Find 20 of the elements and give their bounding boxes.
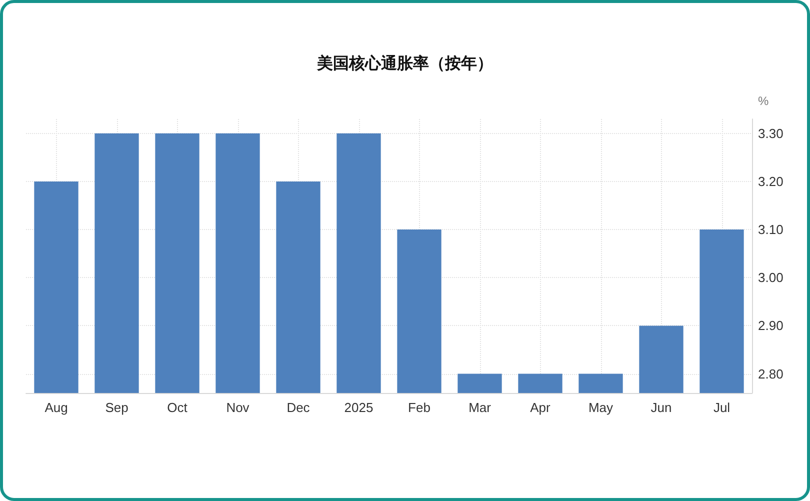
x-tick-label: May <box>588 400 614 415</box>
x-tick-label: Jun <box>650 400 672 415</box>
chart-title: 美国核心通胀率（按年） <box>316 54 493 72</box>
x-tick-label: Nov <box>226 400 250 415</box>
x-tick-label: Jul <box>713 400 730 415</box>
y-axis-title: % <box>758 94 769 108</box>
y-tick-label: 3.20 <box>758 174 784 189</box>
x-tick-label: 2025 <box>344 400 374 415</box>
y-tick-label: 2.80 <box>758 366 784 382</box>
y-tick-label: 3.00 <box>758 270 784 286</box>
x-tick-label: Aug <box>44 400 68 415</box>
y-tick-label: 2.90 <box>758 318 784 334</box>
y-tick-label: 3.30 <box>758 126 784 141</box>
x-tick-label: Sep <box>105 400 128 415</box>
x-tick-label: Dec <box>286 400 310 415</box>
y-tick-label: 3.10 <box>758 222 784 238</box>
x-tick-label: Mar <box>468 400 492 415</box>
x-tick-label: Feb <box>408 400 430 415</box>
x-tick-label: Oct <box>167 400 188 415</box>
x-tick-label: Apr <box>530 400 552 415</box>
